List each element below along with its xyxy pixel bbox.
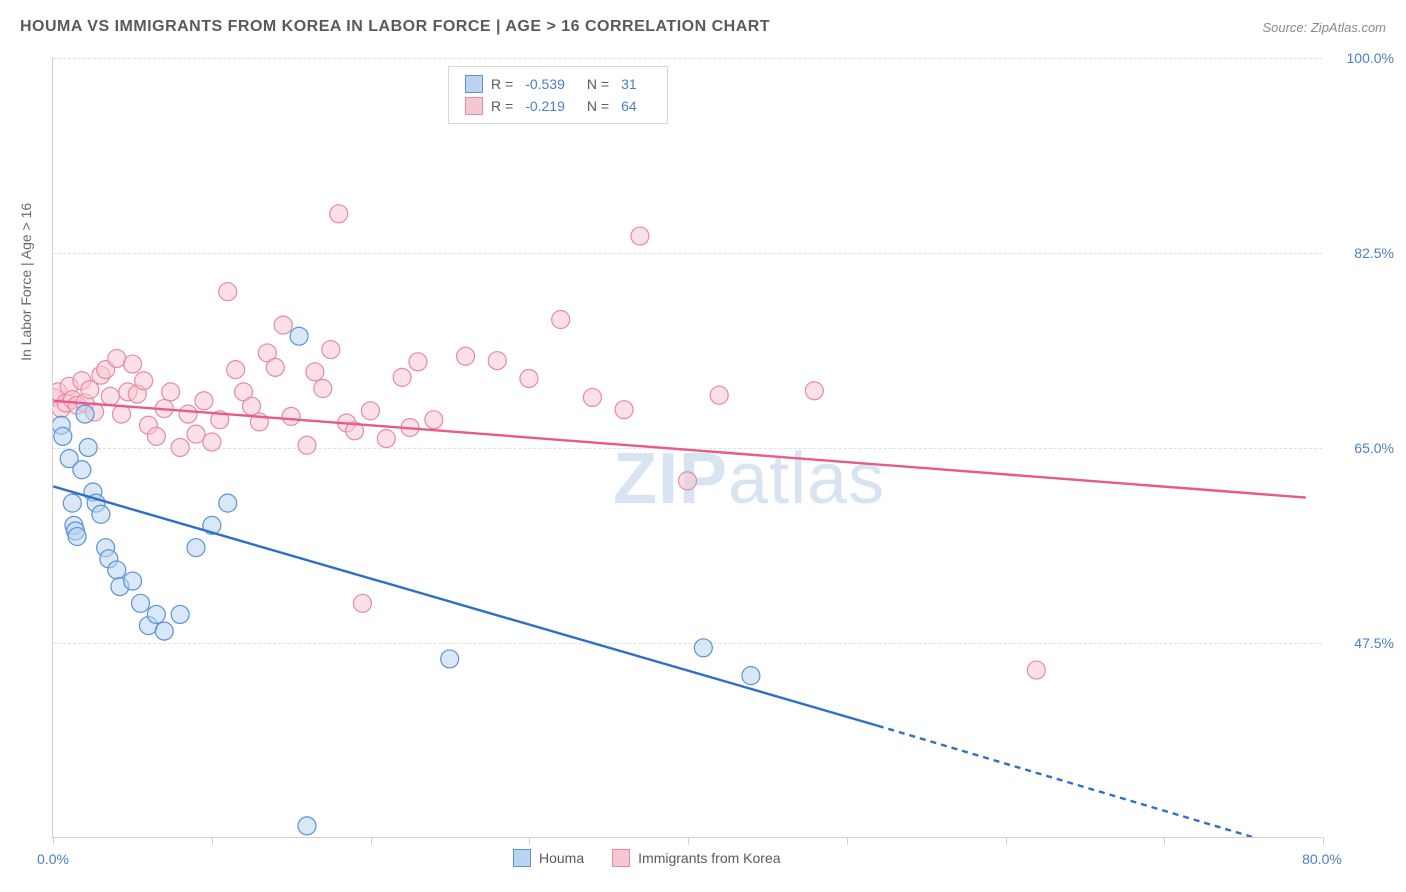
swatch-pink-icon xyxy=(612,849,630,867)
legend-bottom: Houma Immigrants from Korea xyxy=(513,849,781,867)
x-tick xyxy=(529,837,530,845)
swatch-blue-icon xyxy=(513,849,531,867)
x-tick-end: 80.0% xyxy=(1302,851,1342,867)
x-tick xyxy=(212,837,213,845)
x-tick xyxy=(371,837,372,845)
x-tick xyxy=(1006,837,1007,845)
swatch-pink xyxy=(465,97,483,115)
y-tick-label: 82.5% xyxy=(1330,245,1394,261)
y-axis-label: In Labor Force | Age > 16 xyxy=(18,203,34,361)
x-tick xyxy=(847,837,848,845)
y-tick-label: 47.5% xyxy=(1330,635,1394,651)
x-tick-start: 0.0% xyxy=(37,851,69,867)
chart-title: HOUMA VS IMMIGRANTS FROM KOREA IN LABOR … xyxy=(20,18,770,36)
legend-stats-row-houma: R =-0.539 N =31 xyxy=(465,73,651,95)
x-tick xyxy=(1323,837,1324,845)
swatch-blue xyxy=(465,75,483,93)
x-tick xyxy=(1164,837,1165,845)
scatter-svg xyxy=(53,58,1322,837)
legend-item-korea: Immigrants from Korea xyxy=(612,849,780,867)
legend-stats-box: R =-0.539 N =31 R =-0.219 N =64 xyxy=(448,66,668,124)
source-attribution: Source: ZipAtlas.com xyxy=(1262,20,1386,35)
x-tick xyxy=(53,837,54,845)
x-tick xyxy=(688,837,689,845)
legend-stats-row-korea: R =-0.219 N =64 xyxy=(465,95,651,117)
legend-item-houma: Houma xyxy=(513,849,584,867)
y-tick-label: 65.0% xyxy=(1330,440,1394,456)
y-tick-label: 100.0% xyxy=(1330,50,1394,66)
plot-area: ZIPatlas R =-0.539 N =31 R =-0.219 N =64… xyxy=(52,58,1322,838)
